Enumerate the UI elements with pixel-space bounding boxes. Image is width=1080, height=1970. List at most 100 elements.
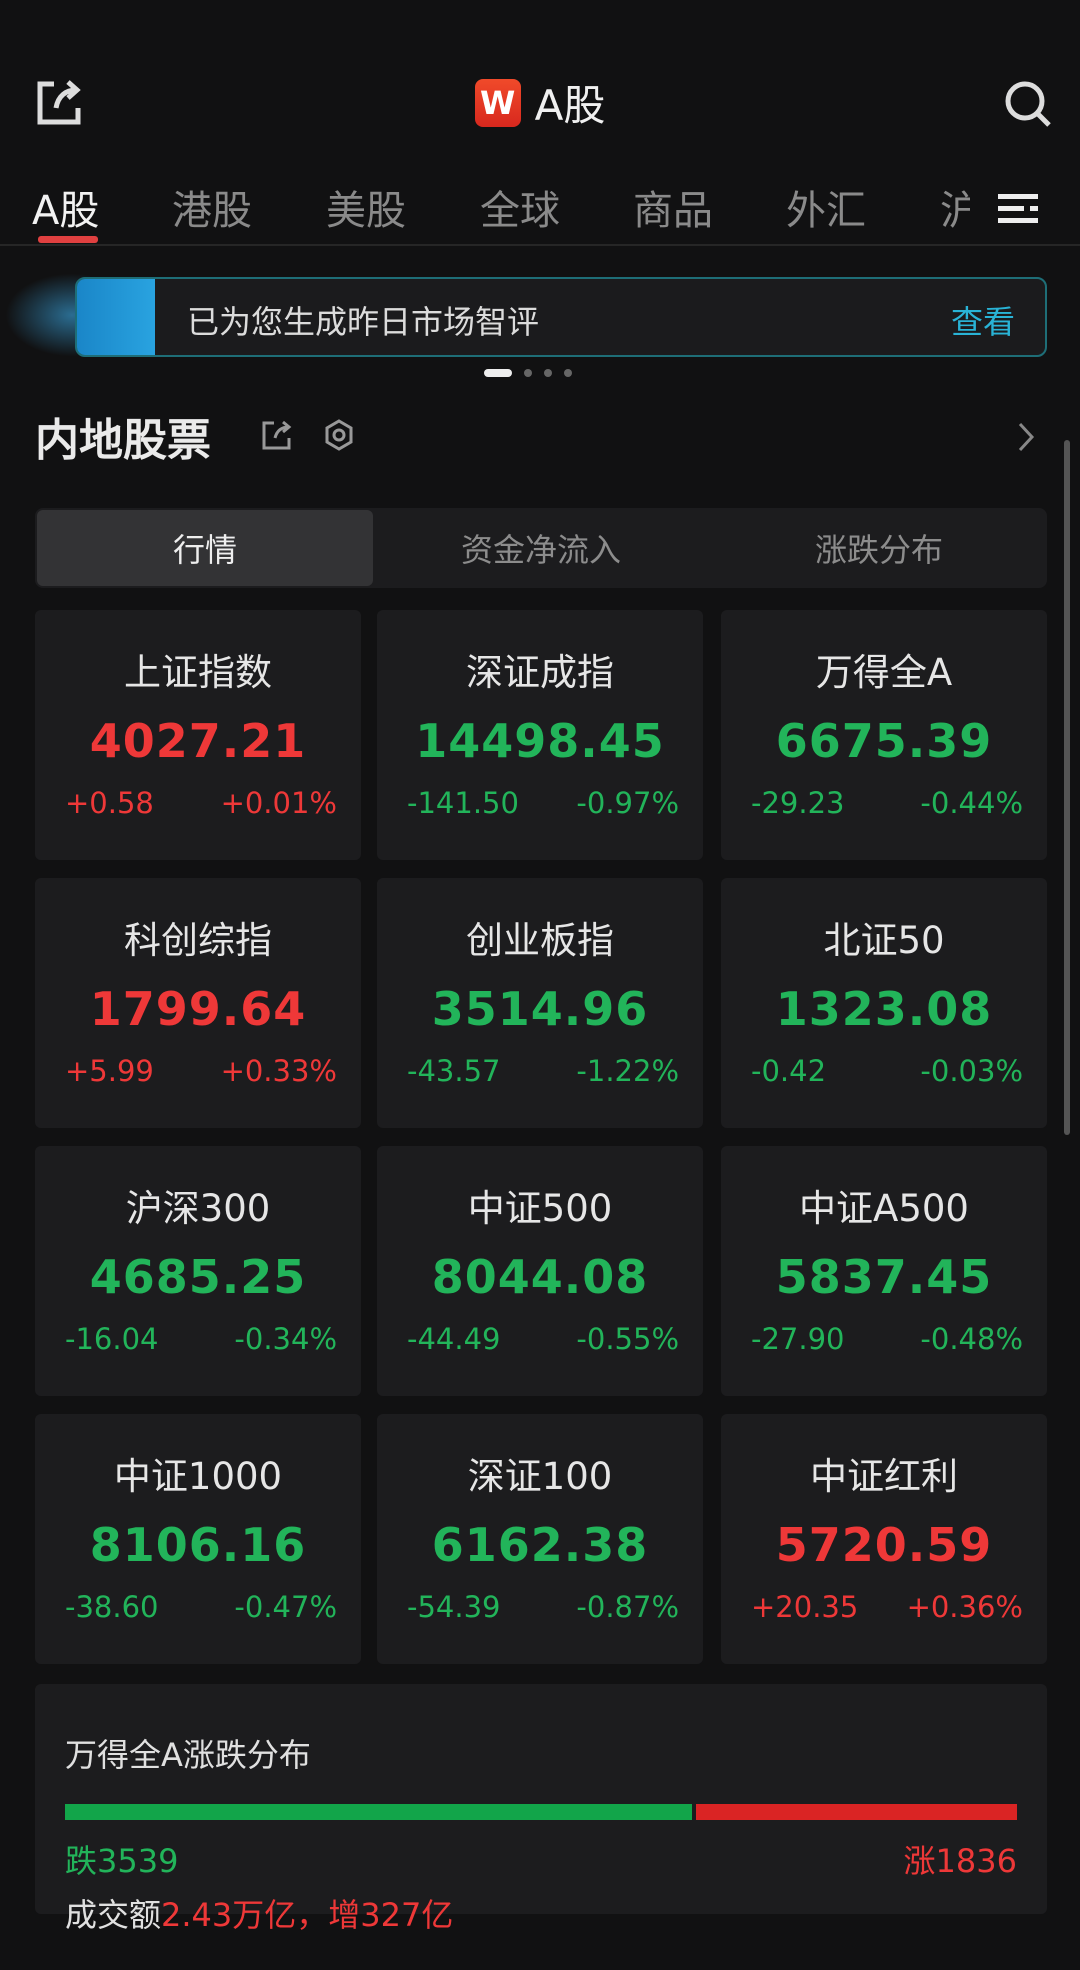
index-name: 科创综指 xyxy=(124,919,272,962)
index-name: 中证500 xyxy=(467,1187,613,1230)
segment-quotes[interactable]: 行情 xyxy=(37,510,373,586)
index-change: -43.57 xyxy=(407,1054,501,1088)
index-value: 1799.64 xyxy=(89,982,307,1036)
index-change: -38.60 xyxy=(65,1590,159,1624)
distribution-bar xyxy=(65,1804,1017,1820)
tab-commodities[interactable]: 商品 xyxy=(633,188,713,234)
index-card[interactable]: 中证A500 5837.45 -27.90 -0.48% xyxy=(721,1146,1047,1396)
active-tab-indicator xyxy=(38,236,98,243)
carousel-dot[interactable] xyxy=(544,369,552,377)
index-card[interactable]: 上证指数 4027.21 +0.58 +0.01% xyxy=(35,610,361,860)
index-change-pct: -0.97% xyxy=(576,786,679,820)
index-change: -16.04 xyxy=(65,1322,159,1356)
wind-logo: W xyxy=(474,78,521,127)
search-icon[interactable] xyxy=(1002,78,1054,130)
view-button[interactable]: 查看 xyxy=(950,303,1015,341)
index-value: 3514.96 xyxy=(431,982,649,1036)
index-change: +5.99 xyxy=(65,1054,154,1088)
settings-icon[interactable] xyxy=(322,418,356,452)
turnover-label: 成交额 xyxy=(65,1896,162,1934)
chevron-right-icon[interactable] xyxy=(1014,420,1040,454)
carousel-dot[interactable] xyxy=(524,369,532,377)
index-change-pct: -0.87% xyxy=(576,1590,679,1624)
index-value: 8044.08 xyxy=(431,1250,649,1304)
index-value: 4685.25 xyxy=(89,1250,307,1304)
ai-review-banner[interactable]: 已为您生成昨日市场智评 查看 xyxy=(75,277,1047,357)
index-change-pct: +0.01% xyxy=(220,786,337,820)
turnover: 成交额2.43万亿，增327亿 xyxy=(65,1890,453,1936)
market-tabs: A股 港股 美股 全球 商品 外汇 沪 xyxy=(0,170,1080,246)
index-name: 沪深300 xyxy=(125,1187,271,1230)
fall-count: 跌3539 xyxy=(65,1842,179,1880)
share-icon[interactable] xyxy=(34,78,84,128)
index-name: 创业板指 xyxy=(466,919,614,962)
index-value: 5720.59 xyxy=(775,1518,993,1572)
banner-text: 已为您生成昨日市场智评 xyxy=(187,303,540,341)
index-card[interactable]: 中证红利 5720.59 +20.35 +0.36% xyxy=(721,1414,1047,1664)
section-title: 内地股票 xyxy=(35,415,211,466)
rise-count: 涨1836 xyxy=(903,1842,1017,1880)
index-card[interactable]: 万得全A 6675.39 -29.23 -0.44% xyxy=(721,610,1047,860)
page-title: A股 xyxy=(534,81,606,130)
index-name: 深证成指 xyxy=(466,651,614,694)
menu-icon[interactable] xyxy=(998,192,1038,224)
index-change-pct: -0.55% xyxy=(576,1322,679,1356)
index-value: 5837.45 xyxy=(775,1250,993,1304)
index-card[interactable]: 深证成指 14498.45 -141.50 -0.97% xyxy=(377,610,703,860)
tab-more[interactable]: 沪 xyxy=(940,188,970,234)
banner-accent xyxy=(77,279,155,355)
turnover-value: 2.43万亿，增327亿 xyxy=(161,1896,454,1934)
index-change-pct: -0.48% xyxy=(920,1322,1023,1356)
index-change: +0.58 xyxy=(65,786,154,820)
index-card[interactable]: 北证50 1323.08 -0.42 -0.03% xyxy=(721,878,1047,1128)
scrollbar[interactable] xyxy=(1064,440,1070,1135)
index-change-pct: -1.22% xyxy=(576,1054,679,1088)
index-name: 中证A500 xyxy=(799,1187,969,1230)
index-change: -29.23 xyxy=(751,786,845,820)
index-change-pct: -0.44% xyxy=(920,786,1023,820)
index-card[interactable]: 创业板指 3514.96 -43.57 -1.22% xyxy=(377,878,703,1128)
segment-net-inflow[interactable]: 资金净流入 xyxy=(460,531,621,569)
tab-global[interactable]: 全球 xyxy=(480,188,560,234)
index-card[interactable]: 中证1000 8106.16 -38.60 -0.47% xyxy=(35,1414,361,1664)
segment-distribution[interactable]: 涨跌分布 xyxy=(814,531,943,569)
index-card[interactable]: 科创综指 1799.64 +5.99 +0.33% xyxy=(35,878,361,1128)
carousel-dot[interactable] xyxy=(564,369,572,377)
index-change-pct: -0.47% xyxy=(234,1590,337,1624)
index-card[interactable]: 中证500 8044.08 -44.49 -0.55% xyxy=(377,1146,703,1396)
tab-a-shares[interactable]: A股 xyxy=(32,188,100,234)
index-change: +20.35 xyxy=(751,1590,859,1624)
index-change: -27.90 xyxy=(751,1322,845,1356)
index-change: -44.49 xyxy=(407,1322,501,1356)
index-name: 深证100 xyxy=(467,1455,613,1498)
index-card[interactable]: 沪深300 4685.25 -16.04 -0.34% xyxy=(35,1146,361,1396)
index-value: 6675.39 xyxy=(775,714,993,768)
index-value: 4027.21 xyxy=(89,714,307,768)
index-value: 8106.16 xyxy=(89,1518,307,1572)
index-name: 北证50 xyxy=(823,919,945,962)
index-card[interactable]: 深证100 6162.38 -54.39 -0.87% xyxy=(377,1414,703,1664)
top-bar: W A股 xyxy=(0,60,1080,140)
fall-bar xyxy=(65,1804,692,1820)
tab-us[interactable]: 美股 xyxy=(326,188,406,234)
share-icon[interactable] xyxy=(260,418,294,452)
index-name: 万得全A xyxy=(815,651,953,694)
segmented-control: 行情 资金净流入 涨跌分布 xyxy=(35,508,1047,588)
tab-forex[interactable]: 外汇 xyxy=(786,188,866,234)
index-change: -54.39 xyxy=(407,1590,501,1624)
carousel-dots xyxy=(484,369,572,377)
distribution-card[interactable]: 万得全A涨跌分布 跌3539 涨1836 成交额2.43万亿，增327亿 xyxy=(35,1684,1047,1934)
index-name: 中证1000 xyxy=(113,1455,283,1498)
index-value: 1323.08 xyxy=(775,982,993,1036)
index-name: 中证红利 xyxy=(810,1455,958,1498)
index-value: 14498.45 xyxy=(415,714,665,768)
index-value: 6162.38 xyxy=(431,1518,649,1572)
index-change-pct: +0.36% xyxy=(906,1590,1023,1624)
carousel-dot[interactable] xyxy=(484,369,512,377)
tab-hk[interactable]: 港股 xyxy=(172,188,252,234)
index-change: -141.50 xyxy=(407,786,519,820)
index-change-pct: -0.34% xyxy=(234,1322,337,1356)
index-name: 上证指数 xyxy=(124,651,272,694)
index-change-pct: +0.33% xyxy=(220,1054,337,1088)
rise-bar xyxy=(695,1804,1017,1820)
